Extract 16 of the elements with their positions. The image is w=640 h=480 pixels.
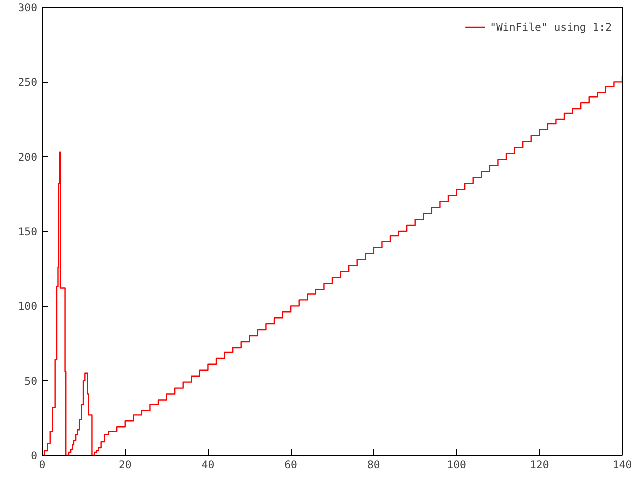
legend-label: "WinFile" using 1:2 bbox=[490, 20, 612, 34]
x-tick-label: 120 bbox=[530, 458, 550, 472]
x-tick-label: 20 bbox=[118, 458, 132, 472]
y-tick-label: 300 bbox=[18, 2, 38, 14]
x-tick-label: 100 bbox=[447, 458, 466, 472]
x-tick-label: 60 bbox=[284, 458, 298, 472]
x-tick-label: 80 bbox=[368, 458, 380, 472]
x-tick-label: 140 bbox=[612, 458, 632, 472]
x-tick-label: 40 bbox=[202, 458, 215, 472]
y-tick-label: 100 bbox=[18, 300, 38, 314]
y-tick-label: 250 bbox=[18, 76, 38, 90]
y-tick-label: 0 bbox=[31, 450, 38, 462]
x-tick-label: 0 bbox=[39, 458, 46, 472]
y-tick-label: 50 bbox=[24, 374, 38, 388]
y-tick-label: 200 bbox=[18, 150, 38, 164]
y-tick-label: 150 bbox=[18, 226, 38, 238]
